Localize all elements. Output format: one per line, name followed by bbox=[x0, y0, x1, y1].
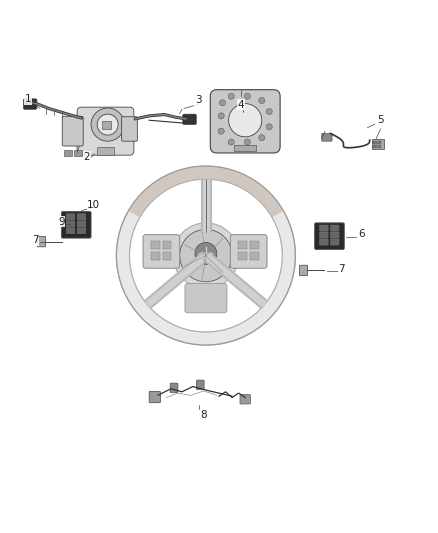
FancyBboxPatch shape bbox=[378, 141, 381, 144]
FancyBboxPatch shape bbox=[330, 239, 339, 245]
FancyBboxPatch shape bbox=[66, 221, 75, 227]
FancyBboxPatch shape bbox=[37, 236, 46, 247]
FancyBboxPatch shape bbox=[250, 241, 259, 249]
FancyBboxPatch shape bbox=[97, 147, 114, 155]
Circle shape bbox=[130, 179, 283, 332]
FancyBboxPatch shape bbox=[162, 241, 171, 249]
Text: 10: 10 bbox=[87, 200, 100, 211]
FancyBboxPatch shape bbox=[330, 225, 339, 231]
FancyBboxPatch shape bbox=[196, 380, 204, 390]
FancyBboxPatch shape bbox=[250, 252, 259, 260]
Circle shape bbox=[219, 100, 226, 106]
FancyBboxPatch shape bbox=[238, 252, 247, 260]
FancyBboxPatch shape bbox=[77, 214, 86, 220]
FancyBboxPatch shape bbox=[23, 99, 37, 109]
FancyBboxPatch shape bbox=[77, 107, 134, 155]
FancyBboxPatch shape bbox=[230, 235, 267, 268]
FancyBboxPatch shape bbox=[162, 252, 171, 260]
Circle shape bbox=[266, 108, 272, 115]
FancyBboxPatch shape bbox=[321, 133, 332, 141]
FancyBboxPatch shape bbox=[319, 225, 328, 231]
FancyBboxPatch shape bbox=[143, 235, 180, 268]
Circle shape bbox=[173, 223, 239, 288]
Circle shape bbox=[91, 108, 124, 141]
FancyBboxPatch shape bbox=[330, 232, 339, 238]
FancyBboxPatch shape bbox=[102, 121, 111, 129]
Circle shape bbox=[266, 124, 272, 130]
Circle shape bbox=[229, 103, 262, 137]
FancyBboxPatch shape bbox=[151, 252, 159, 260]
FancyBboxPatch shape bbox=[183, 114, 196, 125]
Circle shape bbox=[228, 139, 234, 145]
Text: 9: 9 bbox=[58, 216, 65, 227]
FancyBboxPatch shape bbox=[149, 391, 160, 403]
FancyBboxPatch shape bbox=[185, 284, 227, 313]
FancyBboxPatch shape bbox=[314, 223, 344, 249]
FancyBboxPatch shape bbox=[319, 232, 328, 238]
Text: 6: 6 bbox=[358, 229, 364, 239]
Text: 8: 8 bbox=[201, 409, 207, 419]
FancyBboxPatch shape bbox=[372, 139, 384, 149]
FancyBboxPatch shape bbox=[240, 394, 251, 404]
Circle shape bbox=[180, 229, 232, 282]
Circle shape bbox=[218, 128, 224, 134]
Text: 5: 5 bbox=[377, 115, 384, 125]
FancyBboxPatch shape bbox=[64, 150, 72, 157]
Text: 3: 3 bbox=[195, 95, 201, 105]
FancyBboxPatch shape bbox=[61, 212, 91, 238]
Circle shape bbox=[244, 93, 251, 99]
Circle shape bbox=[117, 166, 295, 345]
Text: 7: 7 bbox=[338, 264, 345, 274]
Text: 1: 1 bbox=[25, 94, 32, 104]
FancyBboxPatch shape bbox=[238, 241, 247, 249]
FancyBboxPatch shape bbox=[74, 150, 82, 157]
FancyBboxPatch shape bbox=[122, 117, 138, 141]
FancyBboxPatch shape bbox=[373, 145, 377, 148]
FancyBboxPatch shape bbox=[373, 141, 377, 144]
FancyBboxPatch shape bbox=[77, 221, 86, 227]
FancyBboxPatch shape bbox=[299, 265, 307, 276]
FancyBboxPatch shape bbox=[151, 241, 159, 249]
FancyBboxPatch shape bbox=[210, 90, 280, 153]
FancyBboxPatch shape bbox=[62, 116, 83, 146]
Wedge shape bbox=[128, 166, 283, 217]
FancyBboxPatch shape bbox=[66, 214, 75, 220]
Text: 4: 4 bbox=[238, 100, 244, 110]
Circle shape bbox=[259, 98, 265, 103]
FancyBboxPatch shape bbox=[234, 144, 256, 151]
Circle shape bbox=[97, 114, 118, 135]
Text: 7: 7 bbox=[32, 236, 39, 245]
FancyBboxPatch shape bbox=[378, 145, 381, 148]
Circle shape bbox=[195, 243, 217, 264]
Circle shape bbox=[218, 113, 224, 119]
Circle shape bbox=[228, 93, 234, 99]
FancyBboxPatch shape bbox=[66, 228, 75, 234]
FancyBboxPatch shape bbox=[170, 383, 178, 393]
Circle shape bbox=[259, 135, 265, 141]
Circle shape bbox=[244, 139, 251, 145]
FancyBboxPatch shape bbox=[319, 239, 328, 245]
Text: 2: 2 bbox=[84, 152, 90, 162]
FancyBboxPatch shape bbox=[77, 228, 86, 234]
